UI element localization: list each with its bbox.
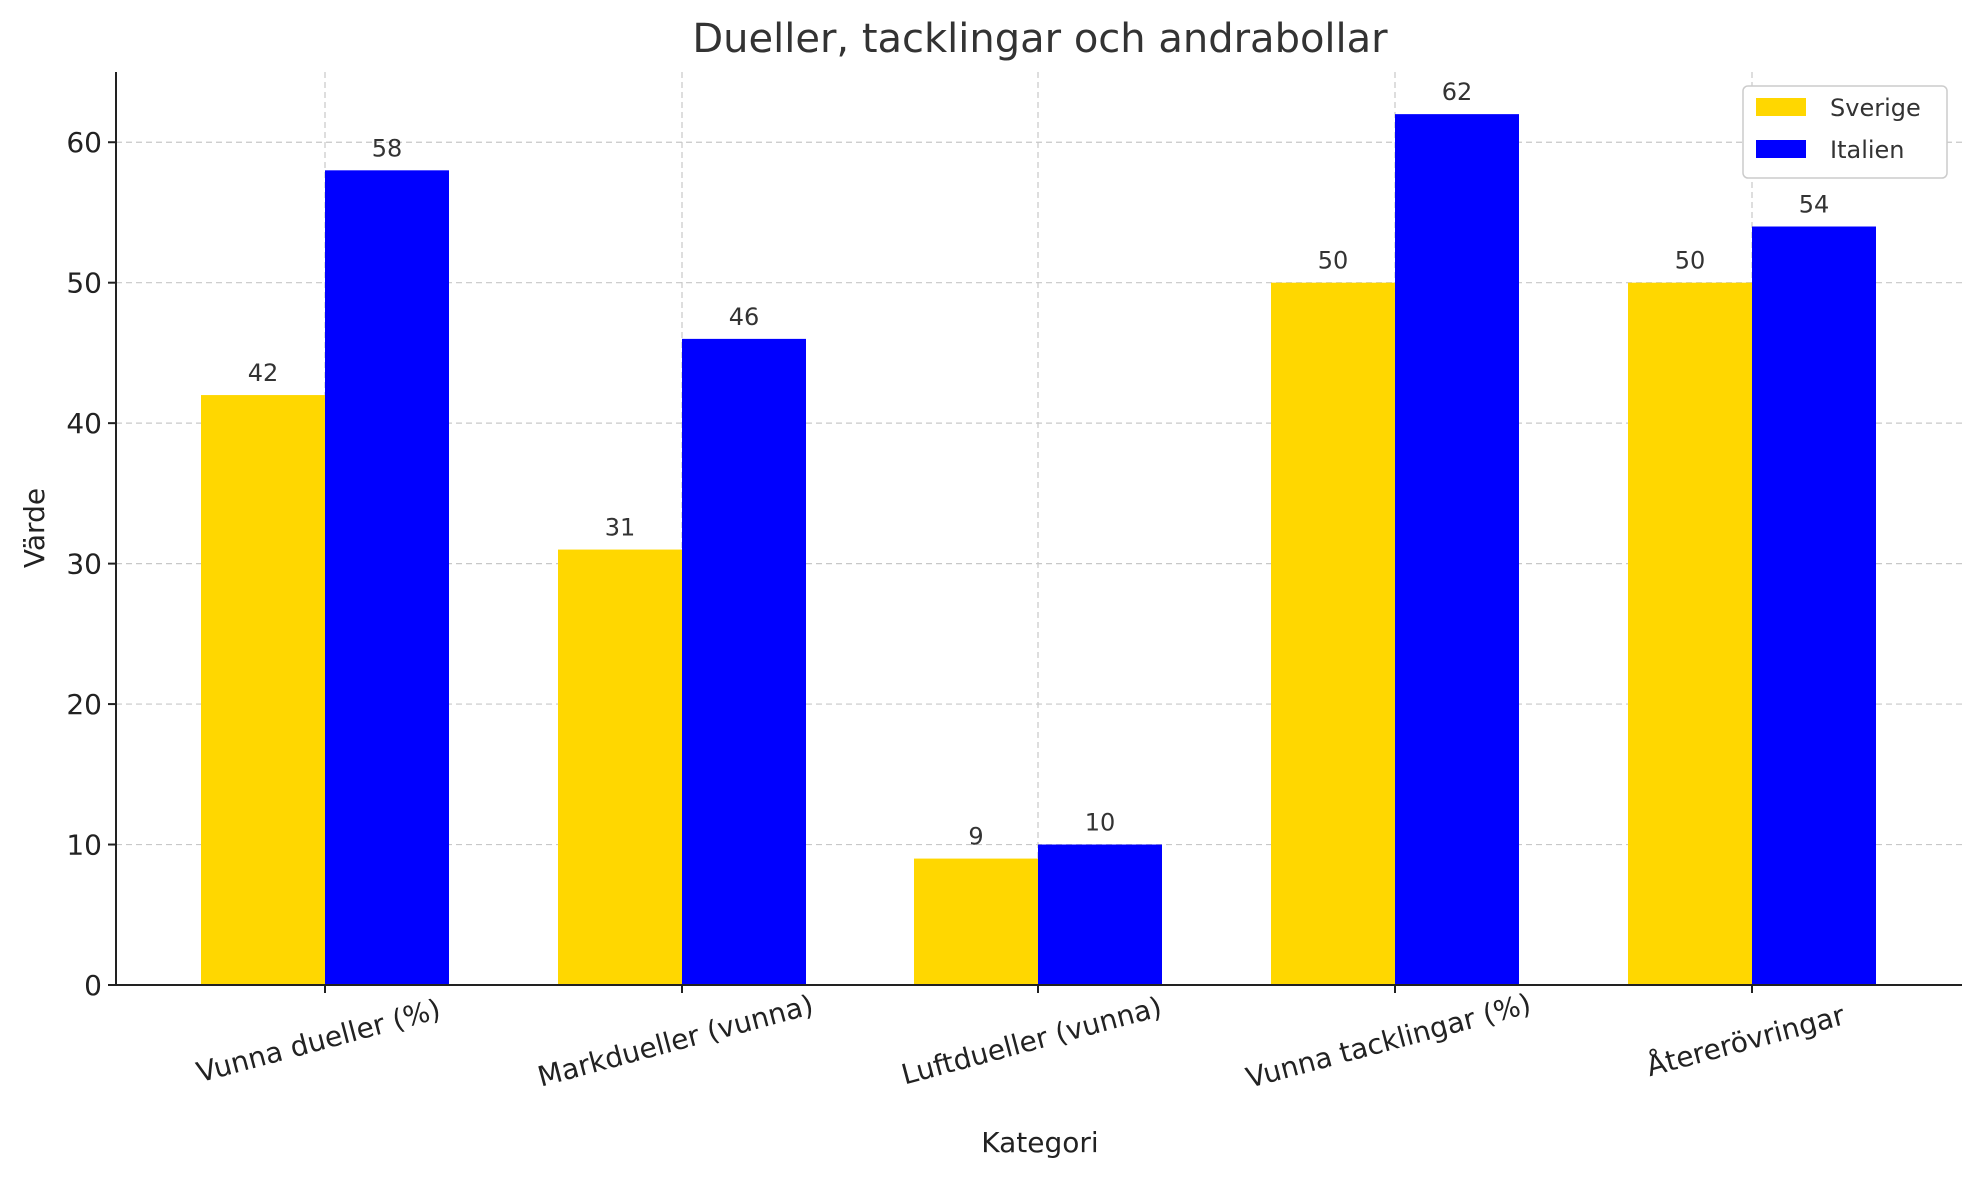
x-tick-label: Återerövringar bbox=[1643, 997, 1849, 1083]
bar-italien-1 bbox=[682, 338, 806, 985]
bar-sverige-0 bbox=[201, 395, 325, 985]
bar-italien-0 bbox=[325, 170, 449, 986]
data-label-italien-1: 46 bbox=[729, 303, 760, 331]
y-tick-label: 50 bbox=[66, 267, 102, 300]
chart-title: Dueller, tacklingar och andrabollar bbox=[692, 16, 1388, 62]
data-label-italien-2: 10 bbox=[1085, 809, 1116, 837]
bar-sverige-4 bbox=[1628, 282, 1752, 985]
y-tick-label: 20 bbox=[66, 688, 102, 721]
x-tick-label: Markdueller (vunna) bbox=[534, 988, 817, 1093]
legend-label-italien: Italien bbox=[1830, 136, 1905, 164]
data-label-sverige-4: 50 bbox=[1675, 247, 1706, 275]
data-label-italien-3: 62 bbox=[1442, 78, 1473, 106]
x-tick-label: Luftdueller (vunna) bbox=[898, 990, 1165, 1091]
bar-italien-4 bbox=[1752, 226, 1876, 985]
x-ticks: Vunna dueller (%) Markdueller (vunna) Luft… bbox=[193, 985, 1849, 1095]
data-label-sverige-0: 42 bbox=[248, 359, 279, 387]
y-ticks: 0 10 20 30 40 50 60 bbox=[66, 126, 116, 1002]
bars bbox=[201, 114, 1876, 986]
y-tick-label: 60 bbox=[66, 126, 102, 159]
bar-italien-2 bbox=[1038, 844, 1162, 985]
data-label-sverige-3: 50 bbox=[1318, 247, 1349, 275]
data-label-sverige-1: 31 bbox=[605, 514, 636, 542]
bar-sverige-1 bbox=[558, 549, 682, 985]
y-axis-label: Värde bbox=[18, 488, 51, 568]
x-tick-label: Vunna dueller (%) bbox=[193, 992, 444, 1089]
data-label-sverige-2: 9 bbox=[968, 823, 983, 851]
data-label-italien-0: 58 bbox=[372, 134, 403, 162]
data-label-italien-4: 54 bbox=[1799, 191, 1830, 219]
y-tick-label: 30 bbox=[66, 548, 102, 581]
legend-label-sverige: Sverige bbox=[1830, 94, 1921, 122]
data-labels: 42 31 9 50 50 58 46 10 62 54 bbox=[248, 78, 1830, 850]
y-tick-label: 40 bbox=[66, 407, 102, 440]
x-tick-label: Vunna tacklingar (%) bbox=[1243, 987, 1535, 1095]
bar-sverige-3 bbox=[1271, 282, 1395, 985]
y-tick-label: 10 bbox=[66, 829, 102, 862]
x-axis-label: Kategori bbox=[981, 1126, 1098, 1159]
legend-swatch-sverige bbox=[1756, 98, 1806, 116]
legend-swatch-italien bbox=[1756, 140, 1806, 158]
bar-italien-3 bbox=[1395, 114, 1519, 986]
y-tick-label: 0 bbox=[84, 969, 102, 1002]
bar-sverige-2 bbox=[914, 858, 1038, 985]
legend: Sverige Italien bbox=[1742, 85, 1948, 179]
